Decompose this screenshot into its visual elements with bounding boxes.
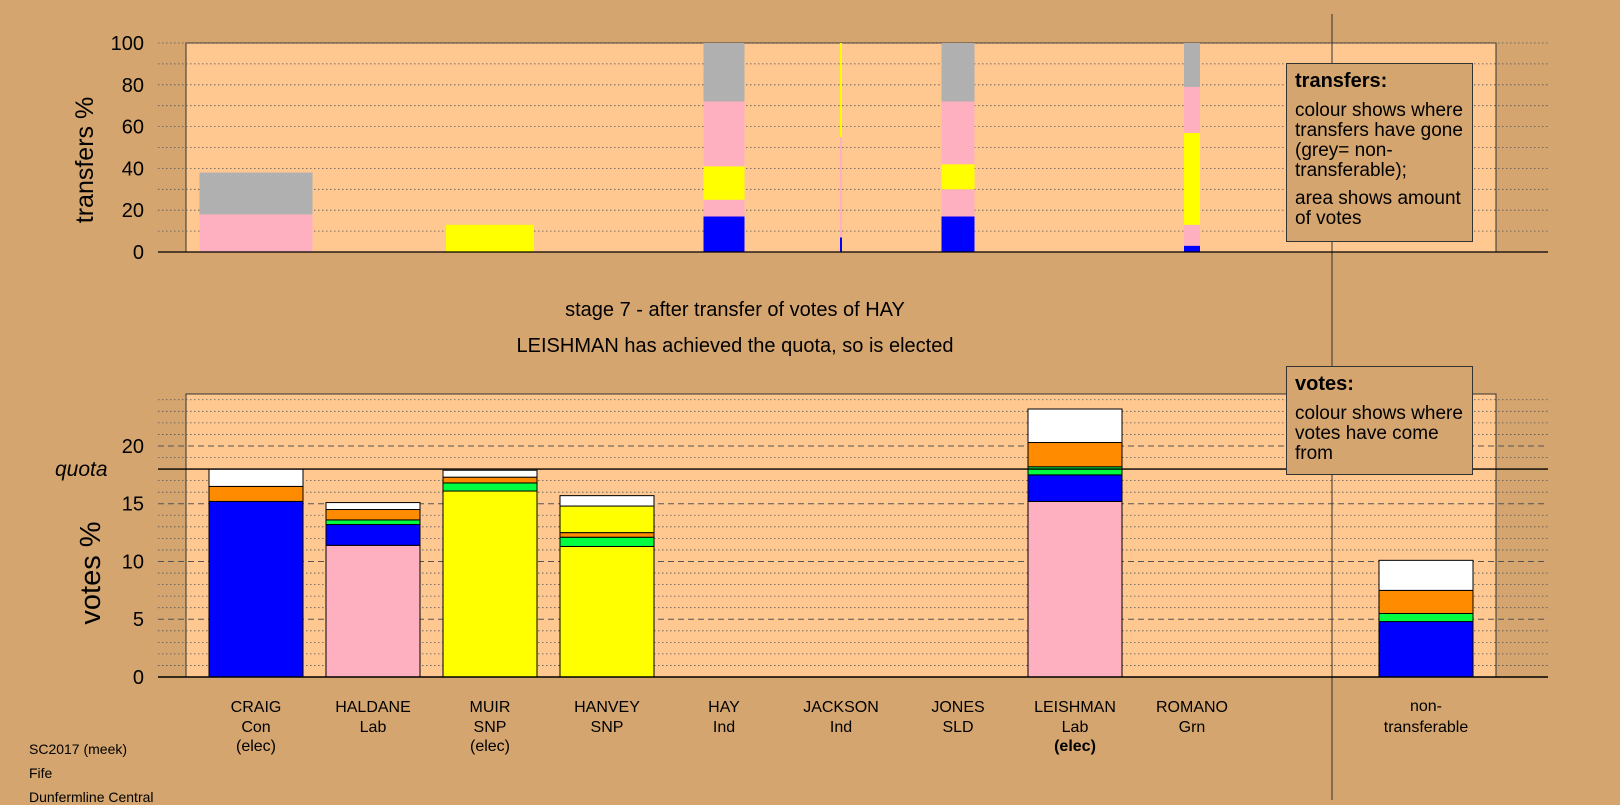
footer-election: SC2017 (meek)	[29, 741, 128, 757]
transfer-segment-muir	[446, 224, 534, 252]
transfers-y-tick-label: 20	[122, 200, 144, 222]
transfer-segment-romano	[1184, 86, 1200, 133]
vote-segment-hanvey	[559, 505, 655, 534]
category-jones-name: JONES	[931, 699, 984, 716]
vote-segment-non-transferable	[1378, 621, 1474, 678]
transfer-segment-jackson	[840, 237, 842, 252]
transfer-segment-romano	[1184, 245, 1200, 252]
transfer-segment-hay	[703, 101, 745, 167]
vote-segment-haldane	[325, 544, 421, 678]
category-romano-name: ROMANO	[1156, 699, 1228, 716]
transfer-segment-hay	[703, 216, 745, 252]
vote-segment-leishman	[1027, 466, 1123, 476]
transfers-y-tick-label: 40	[122, 158, 144, 180]
votes-y-tick-label: 10	[122, 551, 144, 573]
votes-legend-title: votes:	[1295, 373, 1354, 395]
transfer-segment-jones	[941, 164, 975, 190]
category-craig-status: (elec)	[236, 738, 276, 755]
category-jackson-party: Ind	[830, 719, 852, 736]
transfer-segment-romano	[1184, 224, 1200, 246]
bar-segments	[199, 43, 1474, 678]
vote-segment-hanvey	[559, 545, 655, 678]
transfer-segment-jones	[941, 216, 975, 252]
vote-segment-craig	[208, 468, 304, 487]
transfers-legend-title: transfers:	[1295, 70, 1388, 92]
vote-segment-leishman	[1027, 442, 1123, 468]
category-leishman-status: (elec)	[1054, 738, 1096, 755]
transfers-y-axis-label: transfers %	[71, 97, 99, 223]
transfers-y-tick-label: 100	[111, 33, 144, 55]
vote-segment-haldane	[325, 524, 421, 546]
votes-y-tick-label: 15	[122, 494, 144, 516]
transfer-segment-hay	[703, 166, 745, 200]
category-muir-party: SNP	[474, 719, 507, 736]
category-nontransferable-label: transferable	[1384, 719, 1469, 736]
stage-title: stage 7 - after transfer of votes of HAY	[565, 299, 905, 321]
transfer-segment-romano	[1184, 132, 1200, 225]
votes-legend-text: colour shows where votes have come from	[1295, 403, 1463, 464]
transfer-segment-jones	[941, 43, 975, 102]
category-leishman-name: LEISHMAN	[1034, 699, 1116, 716]
transfer-segment-hay	[703, 43, 745, 102]
votes-legend: votes: colour shows where votes have com…	[1286, 366, 1473, 475]
vote-segment-haldane	[325, 519, 421, 526]
vote-segment-leishman	[1027, 474, 1123, 502]
transfers-legend: transfers: colour shows where transfers …	[1286, 63, 1473, 242]
footer-ward: Dunfermline Central	[29, 789, 154, 805]
vote-segment-craig	[208, 485, 304, 502]
vote-segment-hanvey	[559, 532, 655, 538]
transfer-segment-jackson	[840, 137, 842, 238]
vote-segment-haldane	[325, 502, 421, 511]
vote-segment-non-transferable	[1378, 612, 1474, 623]
transfers-y-tick-label: 60	[122, 117, 144, 139]
category-muir-name: MUIR	[470, 699, 511, 716]
transfer-segment-jackson	[840, 43, 842, 138]
vote-segment-muir	[442, 482, 538, 492]
transfers-legend-text-1: colour shows where transfers have gone (…	[1295, 100, 1463, 181]
votes-y-tick-label: 5	[133, 609, 144, 631]
vote-segment-leishman	[1027, 500, 1123, 678]
category-jackson-name: JACKSON	[803, 699, 879, 716]
category-craig-party: Con	[241, 719, 270, 736]
vote-segment-craig	[208, 500, 304, 678]
quota-label: quota	[55, 458, 108, 481]
transfer-segment-romano	[1184, 43, 1200, 87]
transfer-segment-craig	[199, 214, 313, 252]
category-craig-name: CRAIG	[231, 699, 282, 716]
transfers-y-tick-label: 0	[133, 242, 144, 264]
transfer-segment-jones	[941, 189, 975, 217]
vote-segment-leishman	[1027, 408, 1123, 444]
category-hay-party: Ind	[713, 719, 735, 736]
category-nontransferable-label: non-	[1410, 698, 1442, 715]
vote-segment-muir	[442, 490, 538, 678]
vote-segment-hanvey	[559, 536, 655, 547]
category-hanvey-party: SNP	[591, 719, 624, 736]
votes-y-axis-label: votes %	[75, 521, 107, 624]
category-hay-name: HAY	[708, 699, 740, 716]
vote-segment-muir	[442, 469, 538, 478]
votes-y-tick-label: 0	[133, 667, 144, 689]
category-haldane-name: HALDANE	[335, 699, 411, 716]
category-romano-party: Grn	[1179, 719, 1206, 736]
category-haldane-party: Lab	[360, 719, 387, 736]
vote-segment-non-transferable	[1378, 559, 1474, 591]
transfer-segment-craig	[199, 172, 313, 215]
vote-segment-non-transferable	[1378, 589, 1474, 614]
footer-council: Fife	[29, 765, 53, 781]
votes-y-tick-label: 20	[122, 436, 144, 458]
elected-announcement: LEISHMAN has achieved the quota, so is e…	[517, 335, 954, 357]
category-hanvey-name: HANVEY	[574, 699, 640, 716]
vote-segment-muir	[442, 476, 538, 484]
transfer-segment-jones	[941, 101, 975, 165]
transfers-legend-text-2: area shows amount of votes	[1295, 188, 1461, 229]
transfers-y-tick-label: 80	[122, 75, 144, 97]
transfer-segment-hay	[703, 199, 745, 217]
vote-segment-haldane	[325, 509, 421, 521]
vote-segment-hanvey	[559, 495, 655, 507]
category-jones-party: SLD	[942, 719, 973, 736]
category-muir-status: (elec)	[470, 738, 510, 755]
category-leishman-party: Lab	[1062, 719, 1089, 736]
